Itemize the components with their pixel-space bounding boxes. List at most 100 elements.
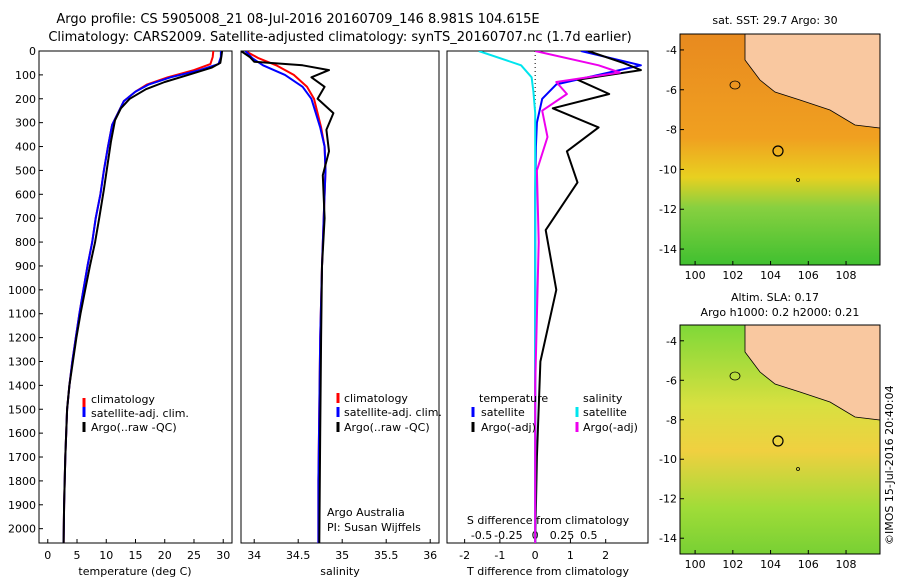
y-tick-label: 1500 xyxy=(8,403,36,416)
difference-legend: temperature satellite Argo(-adj) salinit… xyxy=(471,392,638,434)
salinity-axes-frame xyxy=(240,50,440,544)
x-tick-label: 0 xyxy=(44,549,51,562)
temperature-panel: 0100200300400500600700800900100011001200… xyxy=(8,45,233,578)
series-line-2 xyxy=(478,51,537,543)
map-y-tick-label: -14 xyxy=(659,243,677,256)
island-christmas xyxy=(796,178,800,182)
y-tick-label: 1700 xyxy=(8,451,36,464)
series-line-1 xyxy=(244,51,327,543)
difference-x2label: S difference from climatology xyxy=(467,514,630,527)
x2-tick-label: -0.25 xyxy=(494,529,522,542)
map-x-tick-label: 106 xyxy=(798,269,819,282)
island-christmas xyxy=(796,467,800,471)
series-line-1 xyxy=(534,51,642,543)
difference-axis-ticks: -2 -1 0 1 2 xyxy=(459,539,609,562)
x2-tick-label: 0.5 xyxy=(580,529,598,542)
x-tick-label: 34.5 xyxy=(286,549,311,562)
x-tick-label: 5 xyxy=(74,549,81,562)
salinity-panel: 34 34.5 35 35.5 36 salinity climatology sate… xyxy=(240,50,442,578)
temperature-series xyxy=(62,51,224,543)
series-line-2 xyxy=(62,51,224,543)
x-tick-label: 34 xyxy=(247,549,261,562)
x-tick-label: 2 xyxy=(602,549,609,562)
y-tick-label: 1600 xyxy=(8,427,36,440)
argo-position-marker xyxy=(772,145,784,157)
y-tick-label: 900 xyxy=(15,260,36,273)
x-tick-label: 25 xyxy=(187,549,201,562)
temperature-legend: climatology satellite-adj. clim. Argo(..… xyxy=(82,393,189,434)
sla-map-panel: Altim. SLA: 0.17 Argo h1000: 0.2 h2000: … xyxy=(659,291,881,571)
temperature-axis-ticks: 0 5 10 15 20 25 30 xyxy=(44,539,230,562)
y-tick-label: 600 xyxy=(15,188,36,201)
series-line-2 xyxy=(241,51,335,543)
y-tick-label: 100 xyxy=(15,69,36,82)
x-tick-label: 0 xyxy=(532,549,539,562)
island-outline xyxy=(729,80,741,90)
x2-tick-label: 0.25 xyxy=(550,529,575,542)
map-y-tick-label: -8 xyxy=(666,124,677,137)
map-y-tick-label: -8 xyxy=(666,414,677,427)
temperature-xlabel: temperature (deg C) xyxy=(78,565,191,578)
x-tick-label: 30 xyxy=(216,549,230,562)
y-tick-label: 1200 xyxy=(8,332,36,345)
x-tick-label: 1 xyxy=(567,549,574,562)
map-y-tick-label: -6 xyxy=(666,374,677,387)
legend-satellite-label: satellite-adj. clim. xyxy=(344,406,442,419)
legend-temperature-heading: temperature xyxy=(479,392,548,405)
map-x-tick-label: 102 xyxy=(722,269,743,282)
y-tick-label: 2000 xyxy=(8,523,36,536)
figure-title-line2: Climatology: CARS2009. Satellite-adjuste… xyxy=(48,30,631,45)
x-tick-label: 10 xyxy=(99,549,113,562)
x-tick-label: 35 xyxy=(335,549,349,562)
temperature-axes-frame xyxy=(38,50,233,544)
y-tick-label: 1000 xyxy=(8,284,36,297)
legend-t-argo-label: Argo(-adj) xyxy=(481,421,536,434)
y-tick-label: 1300 xyxy=(8,355,36,368)
legend-climatology-label: climatology xyxy=(91,393,155,406)
map-y-tick-label: -4 xyxy=(666,44,677,57)
legend-salinity-heading: salinity xyxy=(583,392,623,405)
map-y-tick-label: -6 xyxy=(666,84,677,97)
sla-map-subtitle: Argo h1000: 0.2 h2000: 0.21 xyxy=(701,306,860,319)
depth-axis-ticks: 0 100 200 300 400 500 600 700 800 900 1000 1100 1200… xyxy=(8,45,43,536)
series-line-3 xyxy=(534,51,621,543)
map-x-tick-label: 100 xyxy=(685,558,706,571)
difference-xlabel: T difference from climatology xyxy=(466,565,629,578)
sst-map-title: sat. SST: 29.7 Argo: 30 xyxy=(712,14,837,27)
y-tick-label: 300 xyxy=(15,117,36,130)
map-y-tick-label: -4 xyxy=(666,335,677,348)
y-tick-label: 1900 xyxy=(8,499,36,512)
x2-tick-label: -0.5 xyxy=(471,529,492,542)
difference-series xyxy=(478,51,642,543)
y-tick-label: 200 xyxy=(15,93,36,106)
map-y-tick-label: -12 xyxy=(659,493,677,506)
x-tick-label: -2 xyxy=(459,549,470,562)
legend-satellite-label: satellite-adj. clim. xyxy=(91,407,189,420)
x-tick-label: 15 xyxy=(129,549,143,562)
salinity-xlabel: salinity xyxy=(320,565,360,578)
map-x-tick-label: 108 xyxy=(836,269,857,282)
x-tick-label: 36 xyxy=(423,549,437,562)
sst-map-ticks: 100 102 104 106 108 -4 -6 -8 -10 -12 -14 xyxy=(659,44,857,282)
x-tick-label: 20 xyxy=(158,549,172,562)
legend-argo-label: Argo(..raw -QC) xyxy=(344,421,430,434)
legend-s-satellite-label: satellite xyxy=(583,406,627,419)
map-x-tick-label: 108 xyxy=(836,558,857,571)
sst-map-panel: sat. SST: 29.7 Argo: 30 100 102 104 106 108 -… xyxy=(659,14,881,282)
y-tick-label: 700 xyxy=(15,212,36,225)
island-outline xyxy=(729,371,741,381)
map-x-tick-label: 104 xyxy=(760,558,781,571)
y-tick-label: 1400 xyxy=(8,379,36,392)
legend-climatology-label: climatology xyxy=(344,392,408,405)
y-tick-label: 1800 xyxy=(8,475,36,488)
map-x-tick-label: 106 xyxy=(798,558,819,571)
map-y-tick-label: -12 xyxy=(659,203,677,216)
map-y-tick-label: -14 xyxy=(659,532,677,545)
map-y-tick-label: -10 xyxy=(659,453,677,466)
difference-axes-frame xyxy=(446,50,649,544)
y-tick-label: 800 xyxy=(15,236,36,249)
salinity-series xyxy=(241,51,335,543)
map-x-tick-label: 104 xyxy=(760,269,781,282)
